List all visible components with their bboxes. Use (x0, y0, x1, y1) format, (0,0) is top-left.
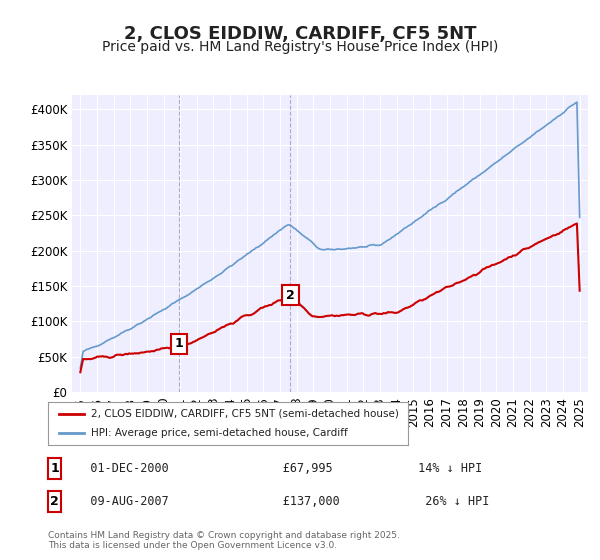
Text: 2: 2 (286, 289, 295, 302)
Text: 1: 1 (50, 461, 59, 475)
Text: 01-DEC-2000                £67,995            14% ↓ HPI: 01-DEC-2000 £67,995 14% ↓ HPI (69, 461, 482, 475)
Text: Price paid vs. HM Land Registry's House Price Index (HPI): Price paid vs. HM Land Registry's House … (102, 40, 498, 54)
Text: 2, CLOS EIDDIW, CARDIFF, CF5 5NT: 2, CLOS EIDDIW, CARDIFF, CF5 5NT (124, 25, 476, 43)
Text: 09-AUG-2007                £137,000            26% ↓ HPI: 09-AUG-2007 £137,000 26% ↓ HPI (69, 495, 490, 508)
Text: Contains HM Land Registry data © Crown copyright and database right 2025.
This d: Contains HM Land Registry data © Crown c… (48, 530, 400, 550)
Text: 2: 2 (50, 495, 59, 508)
Text: 1: 1 (175, 338, 183, 351)
Text: 2, CLOS EIDDIW, CARDIFF, CF5 5NT (semi-detached house): 2, CLOS EIDDIW, CARDIFF, CF5 5NT (semi-d… (91, 409, 399, 419)
Text: HPI: Average price, semi-detached house, Cardiff: HPI: Average price, semi-detached house,… (91, 428, 348, 438)
